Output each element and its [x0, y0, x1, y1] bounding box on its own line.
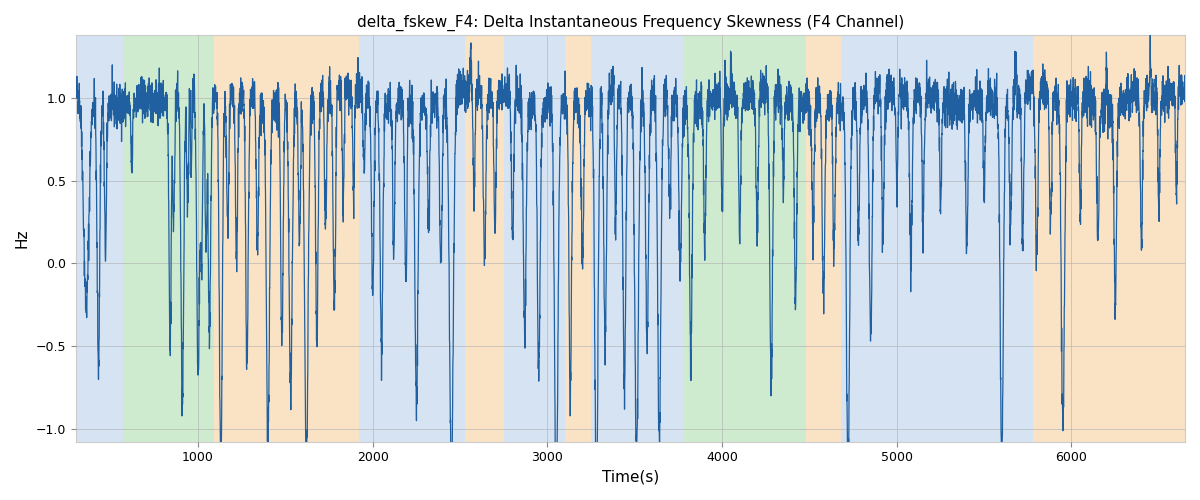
Bar: [870, 36, 995, 442]
X-axis label: Time(s): Time(s): [601, 470, 659, 485]
Bar: [684, 36, 700, 442]
Bar: [841, 36, 870, 442]
Bar: [466, 36, 504, 442]
Bar: [1033, 36, 1186, 442]
Bar: [995, 36, 1033, 442]
Bar: [76, 36, 122, 442]
Bar: [806, 36, 841, 442]
Bar: [122, 36, 214, 442]
Bar: [592, 36, 684, 442]
Title: delta_fskew_F4: Delta Instantaneous Frequency Skewness (F4 Channel): delta_fskew_F4: Delta Instantaneous Freq…: [356, 15, 904, 31]
Bar: [359, 36, 466, 442]
Bar: [700, 36, 806, 442]
Bar: [565, 36, 592, 442]
Bar: [214, 36, 359, 442]
Y-axis label: Hz: Hz: [14, 229, 30, 248]
Bar: [504, 36, 565, 442]
